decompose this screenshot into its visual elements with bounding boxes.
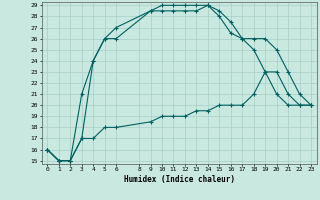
X-axis label: Humidex (Indice chaleur): Humidex (Indice chaleur): [124, 175, 235, 184]
